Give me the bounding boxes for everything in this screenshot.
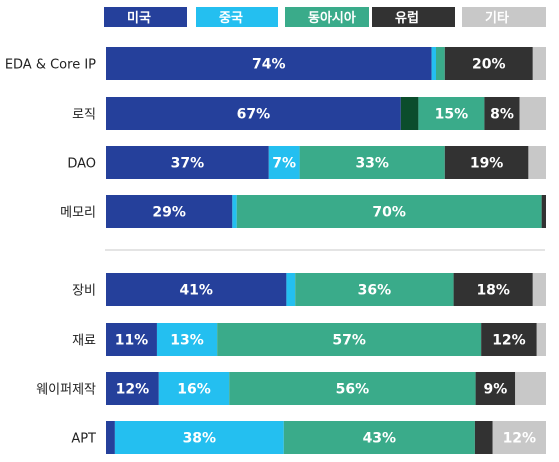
bar-segment-메모리-2 xyxy=(232,195,237,228)
legend-swatch-5 xyxy=(462,7,546,27)
bar-segment-eda-core-ip-4 xyxy=(444,47,533,80)
category-label-apt: APT xyxy=(71,432,96,447)
bar-segment-메모리-4 xyxy=(541,195,546,228)
bar-value-label-재료-4: 12% xyxy=(492,333,526,349)
bar-segment-eda-core-ip-3 xyxy=(436,47,445,80)
bar-value-label-웨이퍼제작-4: 9% xyxy=(484,382,508,398)
bar-value-label-로직-4: 8% xyxy=(490,107,514,123)
bar-segment-재료-2 xyxy=(156,323,218,356)
bar-segment-로직-1 xyxy=(106,97,401,130)
bar-segment-eda-core-ip-2 xyxy=(431,47,436,80)
bar-segment-eda-core-ip-5 xyxy=(532,47,546,80)
bar-segment-eda-core-ip-1 xyxy=(106,47,432,80)
bar-segment-dao-4 xyxy=(444,146,529,179)
bar-segment-장비-3 xyxy=(295,273,454,306)
bar-group-bottom: 장비 41% 36% 18% 재료 11% 13% 57% 12% 웨이퍼제작 12% 16% 56% 9… xyxy=(36,273,546,454)
legend-swatch-2 xyxy=(196,7,278,27)
bar-value-label-로직-3: 15% xyxy=(435,107,469,123)
bar-value-label-장비-1: 41% xyxy=(179,283,213,299)
bar-value-label-apt-5: 12% xyxy=(503,431,537,447)
bar-value-label-apt-3: 43% xyxy=(363,431,397,447)
bar-segment-재료-4 xyxy=(481,323,537,356)
bar-segment-웨이퍼제작-4 xyxy=(475,372,516,405)
legend-swatch-3 xyxy=(285,7,369,27)
category-label-웨이퍼제작: 웨이퍼제작 xyxy=(36,383,96,398)
bar-segment-로직-4 xyxy=(484,97,520,130)
bar-segment-apt-5 xyxy=(492,421,546,454)
category-label-재료: 재료 xyxy=(72,334,96,349)
legend-label-1: 미국 xyxy=(127,10,151,26)
bar-value-label-eda-core-ip-4: 20% xyxy=(472,57,506,73)
bar-value-label-eda-core-ip-1: 74% xyxy=(252,57,286,73)
category-label-장비: 장비 xyxy=(72,284,96,299)
bar-segment-로직-2 xyxy=(400,97,419,130)
bar-value-label-dao-4: 19% xyxy=(470,156,504,172)
legend-label-2: 중국 xyxy=(219,11,243,26)
bar-segment-apt-4 xyxy=(474,421,493,454)
bar-segment-로직-3 xyxy=(418,97,485,130)
category-label-메모리: 메모리 xyxy=(60,206,96,221)
bar-segment-장비-5 xyxy=(532,273,546,306)
bar-segment-apt-2 xyxy=(114,421,284,454)
bar-segment-dao-2 xyxy=(268,146,300,179)
bar-value-label-로직-1: 67% xyxy=(237,107,271,123)
bar-segment-dao-3 xyxy=(299,146,445,179)
bar-segment-웨이퍼제작-5 xyxy=(515,372,546,405)
category-label-dao: DAO xyxy=(67,157,96,172)
bar-value-label-dao-1: 37% xyxy=(171,156,205,172)
category-label-로직: 로직 xyxy=(72,108,96,123)
bar-value-label-웨이퍼제작-2: 16% xyxy=(177,382,211,398)
bar-segment-메모리-1 xyxy=(106,195,233,228)
bar-segment-재료-1 xyxy=(106,323,157,356)
bar-segment-장비-2 xyxy=(286,273,296,306)
bar-value-label-웨이퍼제작-1: 12% xyxy=(116,382,150,398)
bar-value-label-apt-2: 38% xyxy=(183,431,217,447)
bar-segment-장비-4 xyxy=(453,273,533,306)
legend-swatch-4 xyxy=(372,7,455,27)
legend: 미국 중국 동아시아 유럽 기타 xyxy=(104,7,546,27)
bar-value-label-dao-3: 33% xyxy=(355,156,389,172)
legend-label-5: 기타 xyxy=(485,10,509,26)
bar-segment-웨이퍼제작-2 xyxy=(158,372,230,405)
bar-segment-웨이퍼제작-3 xyxy=(229,372,476,405)
legend-swatch-1 xyxy=(104,7,187,27)
bar-segment-재료-3 xyxy=(217,323,482,356)
bar-segment-웨이퍼제작-1 xyxy=(106,372,159,405)
bar-value-label-재료-3: 57% xyxy=(332,333,366,349)
bar-value-label-장비-3: 36% xyxy=(358,283,392,299)
bar-segment-메모리-3 xyxy=(236,195,542,228)
bar-segment-장비-1 xyxy=(106,273,287,306)
bar-segment-dao-1 xyxy=(106,146,269,179)
bar-value-label-장비-4: 18% xyxy=(476,283,510,299)
bar-value-label-재료-2: 13% xyxy=(170,333,204,349)
bar-value-label-재료-1: 11% xyxy=(115,333,149,349)
bar-group-top: EDA & Core IP 74% 20% 로직 67% 15% 8% DAO 37% 7% 33%… xyxy=(5,47,546,228)
bar-value-label-메모리-1: 29% xyxy=(152,205,186,221)
bar-segment-apt-3 xyxy=(283,421,475,454)
bar-value-label-dao-2: 7% xyxy=(272,156,296,172)
bar-value-label-웨이퍼제작-3: 56% xyxy=(336,382,370,398)
legend-label-3: 동아시아 xyxy=(308,10,356,26)
bar-segment-apt-1 xyxy=(106,421,115,454)
category-label-eda-core-ip: EDA & Core IP xyxy=(5,58,96,73)
legend-label-4: 유럽 xyxy=(395,11,419,26)
bar-segment-dao-5 xyxy=(528,146,546,179)
bar-segment-로직-5 xyxy=(519,97,546,130)
bar-segment-재료-5 xyxy=(536,323,546,356)
bar-value-label-메모리-3: 70% xyxy=(372,205,406,221)
